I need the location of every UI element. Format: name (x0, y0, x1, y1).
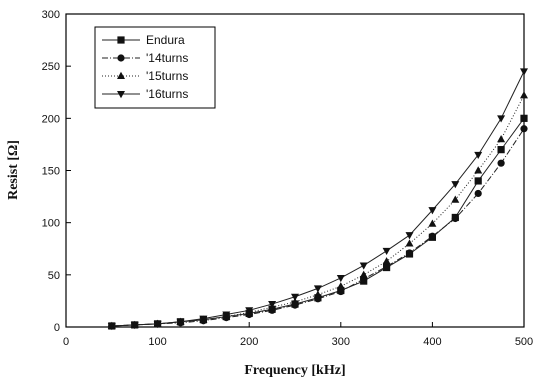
data-point (382, 247, 391, 256)
data-point (222, 311, 231, 319)
data-point (520, 125, 528, 133)
data-point (383, 262, 391, 271)
legend-item: '15turns (102, 69, 188, 83)
legend-marker (117, 54, 125, 62)
data-point (130, 321, 139, 330)
data-point (153, 320, 162, 329)
legend-label: '14turns (146, 51, 188, 65)
tick-layer: 0 100 200 300 400 500 0 50 100 150 200 250 300 (42, 9, 534, 348)
legend-item: '14turns (102, 51, 188, 65)
legend-marker (117, 36, 125, 44)
x-tick-label: 200 (240, 336, 258, 348)
y-axis-title: Resist [Ω] (6, 140, 21, 200)
data-point (497, 159, 505, 167)
series-layer (107, 68, 528, 331)
legend-marker (117, 71, 125, 79)
y-tick-label: 250 (42, 61, 60, 73)
data-point (337, 287, 345, 296)
data-point (474, 151, 483, 160)
data-point (291, 297, 299, 305)
x-tick-label: 400 (423, 336, 441, 348)
data-point (497, 115, 506, 123)
legend-marker (117, 91, 125, 99)
legend-items: Endura '14turns '15turns '16turns (102, 33, 188, 101)
x-tick-label: 500 (515, 336, 533, 348)
data-point (313, 290, 322, 298)
data-point (107, 322, 116, 331)
data-point (176, 318, 185, 326)
data-point (199, 315, 208, 323)
data-point (451, 214, 459, 223)
legend: Endura '14turns '15turns '16turns (94, 26, 216, 109)
series-2 (107, 91, 528, 329)
y-tick-label: 200 (42, 113, 60, 125)
legend-label: '15turns (146, 69, 188, 83)
data-point (313, 285, 322, 293)
x-tick-label: 300 (332, 336, 350, 348)
y-tick-label: 150 (42, 166, 60, 178)
data-point (336, 274, 345, 283)
data-point (474, 166, 483, 174)
data-point (336, 282, 345, 290)
series-3 (107, 68, 528, 331)
data-point (359, 270, 368, 278)
data-point (520, 68, 528, 76)
data-point (268, 301, 277, 309)
data-point (451, 181, 460, 189)
data-point (359, 262, 368, 270)
y-tick-label: 0 (54, 322, 60, 334)
legend-item: '16turns (102, 87, 188, 101)
legend-item: Endura (102, 33, 185, 47)
data-point (405, 232, 414, 240)
data-point (520, 114, 528, 122)
data-point (245, 307, 254, 315)
series-1 (108, 125, 528, 330)
data-point (428, 232, 436, 240)
y-tick-label: 100 (42, 218, 60, 230)
data-point (474, 177, 482, 185)
x-axis-title: Frequency [kHz] (244, 363, 345, 378)
x-tick-label: 100 (148, 336, 166, 348)
data-point (382, 257, 391, 265)
y-tick-label: 300 (42, 9, 60, 21)
data-point (497, 146, 505, 154)
y-tick-label: 50 (48, 270, 60, 282)
data-point (451, 195, 460, 203)
data-point (428, 207, 437, 215)
legend-label: '16turns (146, 87, 188, 101)
data-point (474, 189, 482, 198)
data-point (428, 219, 437, 227)
data-point (497, 135, 506, 143)
data-point (520, 91, 528, 99)
x-tick-label: 0 (63, 336, 69, 348)
data-point (405, 239, 414, 247)
data-point (291, 293, 299, 301)
legend-label: Endura (146, 33, 185, 47)
data-point (405, 249, 414, 257)
